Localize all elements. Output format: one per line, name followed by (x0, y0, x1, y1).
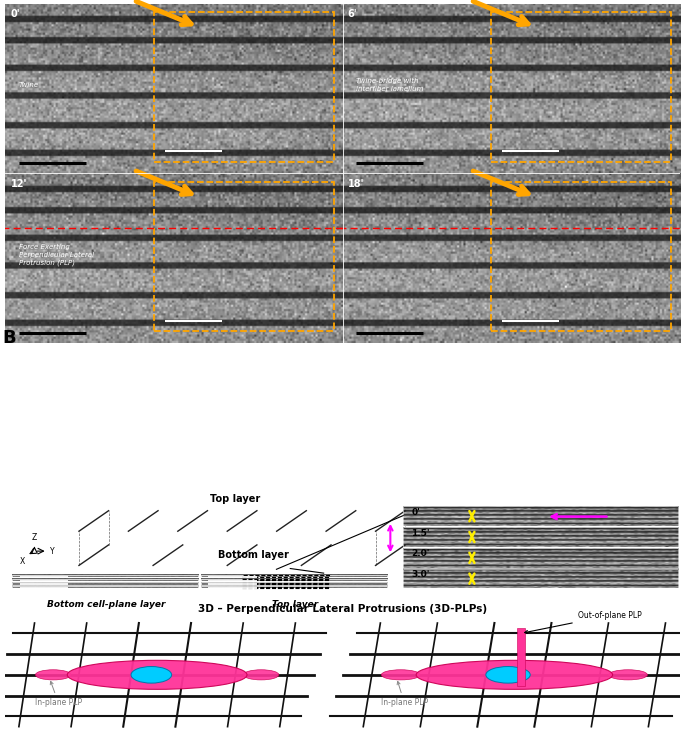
Text: 3D – Perpendicular Lateral Protrusions (3D-PLPs): 3D – Perpendicular Lateral Protrusions (… (198, 604, 487, 614)
Text: Force Exerting
Perpendicular Lateral
Protrusion (PLP): Force Exerting Perpendicular Lateral Pro… (19, 244, 94, 266)
Text: X: X (19, 556, 25, 566)
Text: 12': 12' (10, 179, 27, 188)
Bar (342, 4, 680, 173)
Ellipse shape (67, 661, 247, 689)
Ellipse shape (243, 670, 279, 680)
Text: 1.5': 1.5' (412, 528, 430, 537)
Text: Y: Y (49, 547, 54, 556)
Ellipse shape (486, 666, 530, 683)
Bar (403, 506, 678, 526)
Bar (516, 628, 525, 686)
Bar (242, 587, 329, 588)
Text: 2.0': 2.0' (412, 549, 430, 559)
Text: B: B (2, 328, 16, 347)
Bar (201, 579, 387, 581)
Bar (201, 582, 387, 584)
Text: Top layer: Top layer (272, 600, 319, 609)
Bar (12, 582, 198, 584)
Bar (12, 575, 198, 577)
Bar (153, 12, 334, 162)
Ellipse shape (416, 661, 612, 689)
Ellipse shape (382, 670, 420, 680)
Text: 0': 0' (412, 508, 421, 517)
Bar (403, 569, 678, 588)
Bar (490, 182, 671, 331)
Bar (12, 579, 198, 581)
Bar (242, 583, 329, 584)
Bar (153, 182, 334, 331)
Bar (242, 575, 329, 576)
Bar (5, 173, 342, 343)
Text: Bottom layer: Bottom layer (218, 550, 288, 560)
Ellipse shape (36, 670, 71, 680)
Bar (5, 4, 342, 173)
Text: Top layer: Top layer (210, 494, 260, 505)
Bar (403, 527, 678, 547)
Text: In-plane PLP: In-plane PLP (35, 681, 82, 707)
Bar (490, 12, 671, 162)
Bar (201, 586, 387, 588)
Text: 3.0': 3.0' (412, 570, 430, 579)
Bar (201, 575, 387, 577)
Bar (242, 579, 329, 580)
Bar (403, 548, 678, 568)
Text: Out-of-plane PLP: Out-of-plane PLP (525, 611, 641, 633)
Bar (342, 173, 680, 343)
Ellipse shape (131, 666, 172, 683)
Ellipse shape (609, 670, 647, 680)
Text: 0': 0' (10, 9, 20, 18)
Text: Twine: Twine (19, 82, 39, 88)
Bar (12, 586, 198, 588)
Text: In-plane PLP: In-plane PLP (381, 681, 428, 707)
Text: 18': 18' (347, 179, 364, 188)
Text: Z: Z (32, 533, 37, 542)
Text: 6': 6' (347, 9, 357, 18)
Text: Bottom cell-plane layer: Bottom cell-plane layer (47, 600, 166, 609)
Text: Twine-bridge with
interfiber lamellum: Twine-bridge with interfiber lamellum (356, 78, 423, 92)
